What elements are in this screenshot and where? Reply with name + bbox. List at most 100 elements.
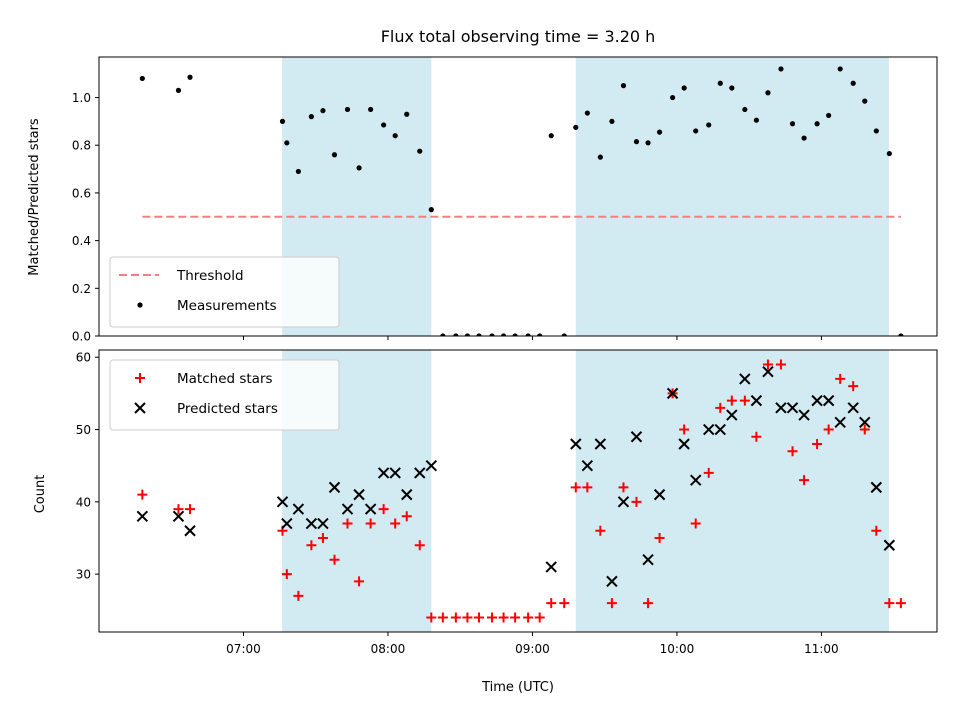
measurement-point <box>417 148 423 154</box>
matched-star-point <box>546 598 557 609</box>
bottom-x-tick-label: 11:00 <box>804 642 839 656</box>
measurement-point <box>500 333 507 336</box>
matched-star-point <box>726 395 737 406</box>
measurement-point <box>548 133 554 139</box>
top-y-axis-label: Matched/Predicted stars <box>27 118 42 276</box>
predicted-star-point <box>847 402 859 414</box>
matched-star-point <box>690 518 701 529</box>
matched-star-point <box>884 598 895 609</box>
legend-entry-label: Matched stars <box>177 371 273 387</box>
predicted-star-point <box>798 409 810 421</box>
matched-star-point <box>498 612 509 623</box>
measurement-point <box>681 85 687 91</box>
measurement-point <box>742 106 748 113</box>
predicted-star-point <box>136 510 149 523</box>
legend-entry-label: Measurements <box>177 298 277 314</box>
matched-star-point <box>606 598 617 609</box>
matched-star-point <box>329 554 340 565</box>
top-y-tick-label: 0.8 <box>72 139 91 153</box>
predicted-star-point <box>653 488 666 501</box>
bottom-plot-area <box>136 350 906 632</box>
bottom-panel: 30 40 50 60 07:00 08:00 09:00 10:00 11:00 Matched… <box>76 349 938 656</box>
predicted-star-point <box>617 496 630 508</box>
measurement-point <box>295 168 301 175</box>
matched-star-point <box>559 598 570 609</box>
predicted-star-point <box>305 517 318 530</box>
matched-star-point <box>281 569 292 580</box>
measurement-point <box>765 90 771 96</box>
predicted-star-point <box>666 387 679 400</box>
measurement-point <box>344 106 351 113</box>
measurement-point <box>717 80 723 86</box>
measurement-point <box>356 165 362 171</box>
predicted-star-point <box>630 431 643 443</box>
measurement-point <box>561 333 567 336</box>
predicted-star-point <box>726 409 738 421</box>
matched-star-point <box>317 533 328 543</box>
measurement-point <box>139 75 145 82</box>
predicted-star-point <box>276 496 289 508</box>
predicted-star-point <box>377 467 390 479</box>
predicted-star-point <box>172 510 185 523</box>
legend-measurement-marker <box>137 302 143 308</box>
matched-star-point <box>293 590 304 601</box>
top-y-tick-label: 0.0 <box>72 330 91 344</box>
measurement-point <box>814 121 820 127</box>
bottom-x-tick-label: 07:00 <box>226 642 261 656</box>
measurement-point <box>656 129 663 135</box>
top-y-tick-label: 1.0 <box>72 91 91 105</box>
bottom-x-tick-label: 09:00 <box>515 642 550 656</box>
matched-star-point <box>342 518 353 529</box>
predicted-star-point <box>364 503 377 515</box>
predicted-star-point <box>762 365 774 378</box>
predicted-star-point <box>739 373 751 385</box>
predicted-star-point <box>786 402 799 414</box>
matched-star-point <box>618 482 629 493</box>
predicted-star-point <box>811 394 823 407</box>
predicted-star-point <box>328 481 341 494</box>
measurement-point <box>693 128 699 134</box>
predicted-star-point <box>414 467 426 479</box>
matched-star-point <box>306 540 317 551</box>
measurement-point <box>279 118 286 124</box>
top-y-tick-label: 0.2 <box>72 282 91 296</box>
bottom-y-tick-label: 30 <box>76 568 91 582</box>
predicted-star-point <box>353 488 365 501</box>
matched-star-point <box>835 373 846 384</box>
matched-star-point <box>751 431 762 442</box>
matched-star-point <box>799 475 810 486</box>
measurement-point <box>440 333 446 336</box>
matched-star-point <box>378 504 389 515</box>
measurement-point <box>453 333 459 336</box>
matched-star-point <box>486 612 497 623</box>
measurement-point <box>464 333 471 336</box>
measurement-point <box>609 118 615 124</box>
top-plot-area <box>139 57 904 336</box>
bottom-axes-frame <box>98 349 938 633</box>
legend-entry-label: Predicted stars <box>177 401 278 417</box>
predicted-star-point <box>703 423 715 436</box>
measurement-point <box>368 106 374 113</box>
measurement-point <box>537 333 543 336</box>
matched-star-point <box>401 511 412 522</box>
measurement-point <box>331 152 338 158</box>
measurement-point <box>308 114 314 120</box>
matched-star-point <box>534 612 545 623</box>
measurement-point <box>525 333 531 336</box>
matched-star-point <box>762 359 773 370</box>
matched-star-point <box>895 598 906 609</box>
measurement-point <box>669 94 676 101</box>
predicted-star-point <box>184 525 196 537</box>
measurement-point <box>886 150 892 157</box>
matched-star-point <box>365 518 376 529</box>
measurement-point <box>476 333 482 336</box>
matched-star-point <box>173 504 184 515</box>
predicted-star-point <box>292 503 305 515</box>
predicted-star-point <box>883 539 896 551</box>
predicted-star-point <box>714 423 726 436</box>
predicted-star-point <box>834 416 846 429</box>
matched-star-point <box>570 482 581 493</box>
x-axis-label: Time (UTC) <box>481 680 554 695</box>
predicted-star-point <box>594 438 607 450</box>
matched-star-point <box>137 489 148 500</box>
